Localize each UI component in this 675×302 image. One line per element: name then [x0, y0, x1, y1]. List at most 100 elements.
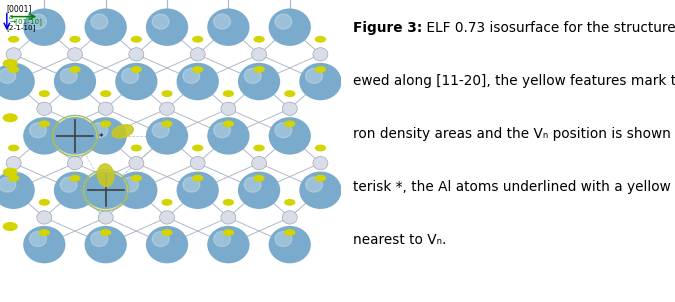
Circle shape	[207, 8, 250, 46]
Circle shape	[252, 48, 267, 61]
Circle shape	[0, 172, 35, 209]
Circle shape	[146, 8, 188, 46]
Ellipse shape	[223, 91, 234, 96]
Text: →[01-10]: →[01-10]	[9, 18, 43, 25]
Text: ewed along [11-20], the yellow features mark the high elect-: ewed along [11-20], the yellow features …	[353, 74, 675, 88]
Circle shape	[54, 172, 96, 209]
Circle shape	[30, 123, 47, 138]
Circle shape	[275, 14, 292, 29]
Circle shape	[52, 115, 99, 156]
Circle shape	[60, 177, 77, 192]
Circle shape	[91, 123, 108, 138]
Ellipse shape	[315, 145, 325, 151]
Ellipse shape	[70, 67, 80, 72]
Ellipse shape	[223, 230, 234, 235]
Ellipse shape	[254, 175, 264, 181]
Circle shape	[244, 177, 261, 192]
Circle shape	[269, 226, 311, 263]
Circle shape	[23, 8, 65, 46]
Circle shape	[122, 177, 138, 192]
Circle shape	[30, 14, 47, 29]
Circle shape	[159, 102, 175, 115]
Circle shape	[153, 14, 169, 29]
Circle shape	[84, 117, 127, 155]
Circle shape	[177, 172, 219, 209]
Ellipse shape	[193, 175, 202, 181]
Text: *: *	[99, 133, 103, 142]
Circle shape	[30, 232, 47, 246]
Ellipse shape	[223, 200, 234, 205]
Ellipse shape	[132, 145, 141, 151]
Text: nearest to Vₙ.: nearest to Vₙ.	[353, 233, 446, 246]
Circle shape	[244, 69, 261, 83]
Circle shape	[190, 48, 205, 61]
Circle shape	[122, 69, 138, 83]
Ellipse shape	[132, 37, 141, 42]
Ellipse shape	[162, 121, 172, 127]
Ellipse shape	[97, 164, 114, 186]
Circle shape	[37, 102, 52, 115]
Text: ELF 0.73 isosurface for the structure vi-: ELF 0.73 isosurface for the structure vi…	[422, 21, 675, 35]
Circle shape	[183, 177, 200, 192]
Ellipse shape	[101, 121, 111, 127]
Circle shape	[190, 156, 205, 170]
Circle shape	[91, 232, 108, 246]
Circle shape	[299, 172, 342, 209]
Ellipse shape	[285, 200, 295, 205]
Text: ron density areas and the Vₙ position is shown by the black as-: ron density areas and the Vₙ position is…	[353, 127, 675, 141]
Circle shape	[68, 156, 82, 170]
Ellipse shape	[254, 145, 264, 151]
Circle shape	[238, 63, 280, 100]
Circle shape	[146, 117, 188, 155]
Ellipse shape	[285, 230, 295, 235]
Circle shape	[306, 69, 323, 83]
Circle shape	[213, 123, 230, 138]
Circle shape	[213, 14, 230, 29]
Ellipse shape	[162, 91, 172, 96]
Text: terisk *, the Al atoms underlined with a yellow cross are those: terisk *, the Al atoms underlined with a…	[353, 180, 675, 194]
Ellipse shape	[39, 91, 49, 96]
Ellipse shape	[3, 169, 17, 176]
Circle shape	[98, 102, 113, 115]
Ellipse shape	[162, 200, 172, 205]
Ellipse shape	[70, 175, 80, 181]
Ellipse shape	[9, 37, 18, 42]
Circle shape	[269, 117, 311, 155]
Circle shape	[238, 172, 280, 209]
Ellipse shape	[101, 200, 111, 205]
Circle shape	[146, 226, 188, 263]
Circle shape	[183, 69, 200, 83]
Ellipse shape	[193, 37, 202, 42]
Circle shape	[269, 8, 311, 46]
Text: Figure 3:: Figure 3:	[353, 21, 422, 35]
Ellipse shape	[3, 223, 17, 230]
Ellipse shape	[132, 175, 141, 181]
Ellipse shape	[3, 59, 17, 67]
Ellipse shape	[9, 175, 18, 181]
Ellipse shape	[315, 67, 325, 72]
Ellipse shape	[39, 200, 49, 205]
Ellipse shape	[315, 175, 325, 181]
Circle shape	[6, 156, 21, 170]
Circle shape	[153, 232, 169, 246]
Ellipse shape	[132, 67, 141, 72]
Ellipse shape	[3, 114, 17, 122]
Circle shape	[84, 226, 127, 263]
Circle shape	[207, 226, 250, 263]
Ellipse shape	[254, 37, 264, 42]
Circle shape	[54, 63, 96, 100]
Circle shape	[0, 63, 35, 100]
Circle shape	[153, 123, 169, 138]
Circle shape	[84, 172, 127, 209]
Circle shape	[129, 156, 144, 170]
Ellipse shape	[101, 230, 111, 235]
Ellipse shape	[285, 121, 295, 127]
Ellipse shape	[193, 67, 202, 72]
Circle shape	[84, 8, 127, 46]
Ellipse shape	[193, 145, 202, 151]
Circle shape	[23, 117, 65, 155]
Circle shape	[115, 63, 157, 100]
Ellipse shape	[112, 125, 134, 138]
Ellipse shape	[70, 37, 80, 42]
Circle shape	[207, 117, 250, 155]
